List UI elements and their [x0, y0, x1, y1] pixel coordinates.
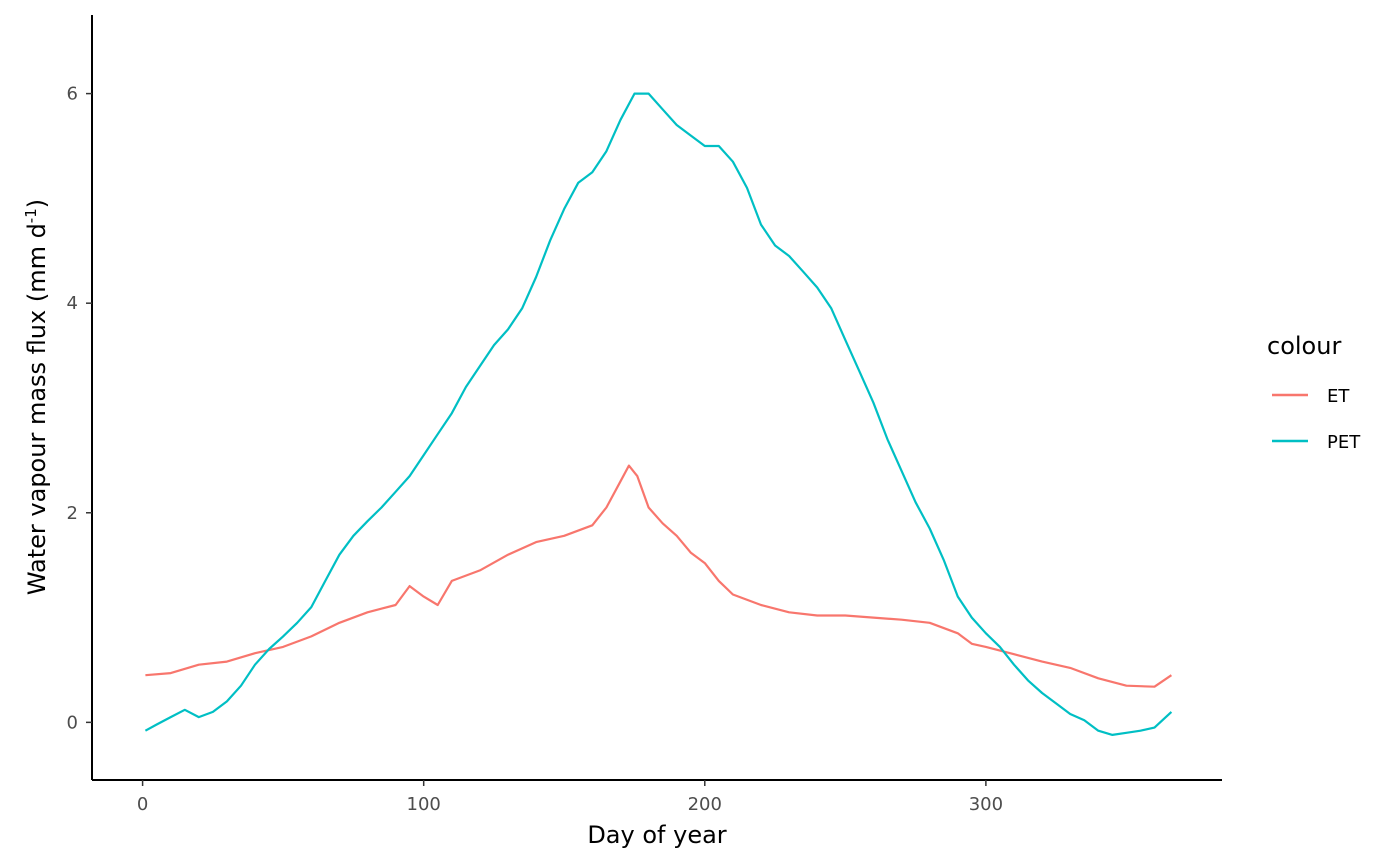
x-tick-label: 200 — [688, 794, 722, 815]
y-tick-label: 2 — [67, 503, 78, 524]
y-tick-label: 0 — [67, 712, 78, 733]
y-tick-label: 6 — [67, 84, 78, 105]
plot-area: 0 100 200 300 0 2 4 6 — [67, 15, 1222, 815]
x-axis-ticks: 0 100 200 300 — [137, 780, 1003, 815]
y-axis-ticks: 0 2 4 6 — [67, 84, 92, 733]
y-tick-label: 4 — [67, 293, 78, 314]
y-axis-title-superscript: -1 — [22, 208, 40, 223]
series-line-pet — [144, 92, 1173, 737]
y-axis-title: Water vapour mass flux (mm d-1) — [22, 199, 51, 595]
series-layer — [144, 92, 1173, 737]
legend-label-et: ET — [1327, 386, 1350, 407]
x-tick-label: 100 — [407, 794, 441, 815]
x-tick-label: 0 — [137, 794, 148, 815]
legend-label-pet: PET — [1327, 432, 1361, 453]
legend: colour ET PET — [1267, 332, 1361, 453]
x-tick-label: 300 — [969, 794, 1003, 815]
y-axis-title-close: ) — [23, 199, 51, 208]
legend-title: colour — [1267, 332, 1341, 360]
y-axis-title-main: Water vapour mass flux (mm d — [23, 223, 51, 595]
legend-items: ET PET — [1272, 386, 1361, 453]
x-axis-title: Day of year — [587, 821, 726, 849]
series-line-et — [145, 464, 1173, 688]
